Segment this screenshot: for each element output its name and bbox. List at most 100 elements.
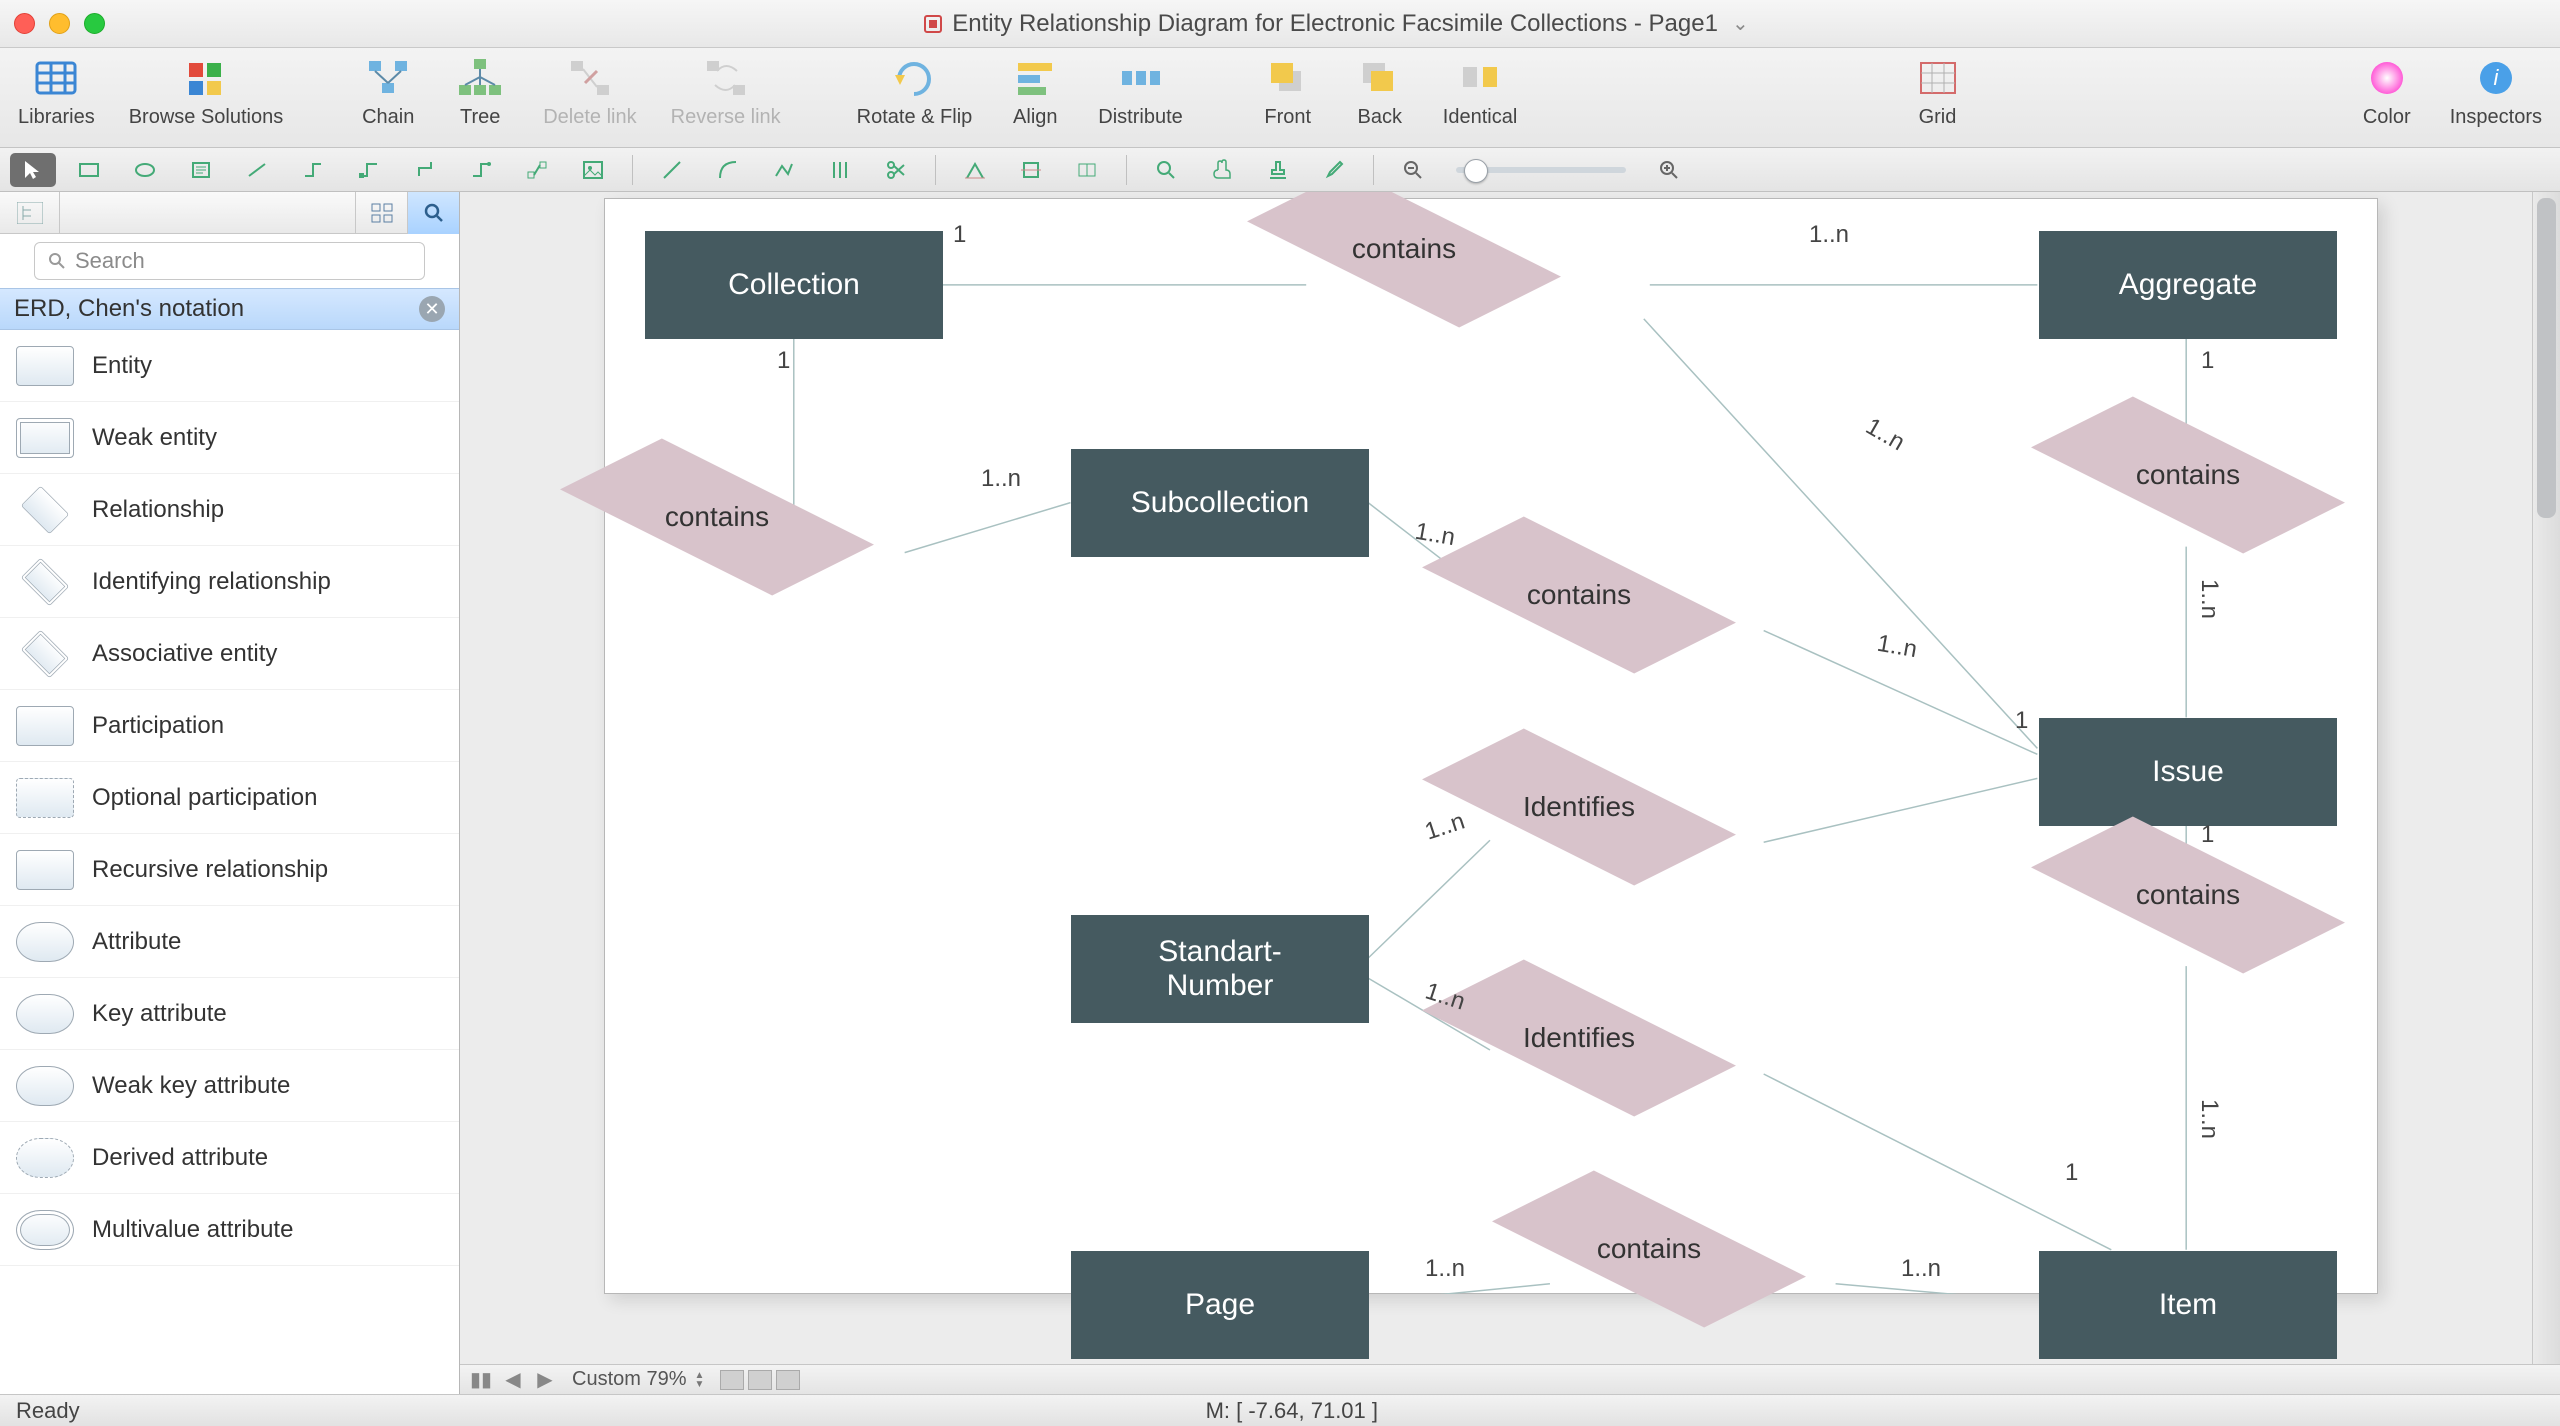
distribute-button[interactable]: Distribute [1090, 54, 1190, 131]
library-item-label: Multivalue attribute [92, 1216, 293, 1244]
library-item[interactable]: Weak key attribute [0, 1050, 459, 1122]
cardinality-label: 1..n [1425, 1255, 1465, 1283]
connector-tool-6[interactable] [514, 153, 560, 187]
library-item[interactable]: Entity [0, 330, 459, 402]
canvas-area: Collection Aggregate Subcollection Issue Sta… [460, 192, 2560, 1394]
rect-tool[interactable] [66, 153, 112, 187]
curve-tool[interactable] [705, 153, 751, 187]
window-titlebar: Entity Relationship Diagram for Electron… [0, 0, 2560, 48]
next-page-button[interactable]: ▶ [534, 1369, 556, 1391]
relationship-label: contains [1444, 549, 1714, 641]
library-item[interactable]: Relationship [0, 474, 459, 546]
entity-collection[interactable]: Collection [645, 231, 943, 339]
library-search-box[interactable]: Search [34, 242, 425, 280]
library-item[interactable]: Associative entity [0, 618, 459, 690]
identical-button[interactable]: Identical [1435, 54, 1526, 131]
relationship-r6[interactable]: contains [2113, 859, 2263, 931]
library-item[interactable]: Attribute [0, 906, 459, 978]
grid-view-button[interactable] [355, 192, 407, 234]
library-item[interactable]: Key attribute [0, 978, 459, 1050]
connector-tool-4[interactable] [402, 153, 448, 187]
layout-thumbs[interactable] [720, 1370, 800, 1390]
grid-button[interactable]: Grid [1901, 54, 1975, 131]
relationship-r3[interactable]: contains [1504, 559, 1654, 631]
eyedropper-tool[interactable] [1311, 153, 1357, 187]
entity-issue[interactable]: Issue [2039, 718, 2337, 826]
entity-subcollection[interactable]: Subcollection [1071, 449, 1369, 557]
line-tool[interactable] [649, 153, 695, 187]
search-view-button[interactable] [407, 192, 459, 234]
front-label: Front [1264, 106, 1311, 129]
library-item[interactable]: Identifying relationship [0, 546, 459, 618]
zoom-out-button[interactable] [1390, 153, 1436, 187]
snap-tool-3[interactable] [1064, 153, 1110, 187]
chain-button[interactable]: Chain [351, 54, 425, 131]
library-item[interactable]: Multivalue attribute [0, 1194, 459, 1266]
libraries-button[interactable]: Libraries [10, 54, 103, 131]
text-tool[interactable] [178, 153, 224, 187]
title-dropdown-icon[interactable]: ⌄ [1732, 11, 1749, 36]
scissors-tool[interactable] [873, 153, 919, 187]
polyline-tool[interactable] [761, 153, 807, 187]
relationship-r5[interactable]: Identifies [1504, 771, 1654, 843]
color-button[interactable]: Color [2350, 54, 2424, 131]
reverse-link-button[interactable]: Reverse link [663, 54, 789, 131]
align-button[interactable]: Align [998, 54, 1072, 131]
relationship-r7[interactable]: Identifies [1504, 1002, 1654, 1074]
connector-tool-3[interactable] [346, 153, 392, 187]
connector-tool-1[interactable] [234, 153, 280, 187]
relationship-label: Identifies [1444, 992, 1714, 1084]
relationship-r8[interactable]: contains [1574, 1213, 1724, 1285]
back-button[interactable]: Back [1343, 54, 1417, 131]
browse-solutions-button[interactable]: Browse Solutions [121, 54, 292, 131]
distribute-h-tool[interactable] [817, 153, 863, 187]
library-item[interactable]: Participation [0, 690, 459, 762]
canvas-scroll[interactable]: Collection Aggregate Subcollection Issue Sta… [460, 192, 2560, 1364]
category-close-button[interactable]: ✕ [419, 296, 445, 322]
ellipse-tool[interactable] [122, 153, 168, 187]
insert-image-tool[interactable] [570, 153, 616, 187]
panel-tree-toggle[interactable] [0, 192, 60, 233]
library-item[interactable]: Recursive relationship [0, 834, 459, 906]
page[interactable]: Collection Aggregate Subcollection Issue Sta… [604, 198, 2378, 1294]
library-item[interactable]: Optional participation [0, 762, 459, 834]
rotate-flip-button[interactable]: Rotate & Flip [849, 54, 981, 131]
shapes-toolbar [0, 148, 2560, 192]
library-item[interactable]: Derived attribute [0, 1122, 459, 1194]
vertical-scrollbar[interactable] [2532, 192, 2560, 1364]
pause-icon[interactable]: ▮▮ [470, 1369, 492, 1391]
zoom-slider[interactable] [1456, 167, 1626, 173]
entity-aggregate[interactable]: Aggregate [2039, 231, 2337, 339]
library-item-label: Weak key attribute [92, 1072, 290, 1100]
library-category[interactable]: ERD, Chen's notation ✕ [0, 288, 459, 330]
prev-page-button[interactable]: ◀ [502, 1369, 524, 1391]
zoom-in-button[interactable] [1646, 153, 1692, 187]
zoom-tool[interactable] [1143, 153, 1189, 187]
entity-item[interactable]: Item [2039, 1251, 2337, 1359]
inspectors-button[interactable]: i Inspectors [2442, 54, 2550, 131]
entity-standart[interactable]: Standart- Number [1071, 915, 1369, 1023]
entity-page[interactable]: Page [1071, 1251, 1369, 1359]
minimize-window-button[interactable] [49, 13, 70, 34]
shape-thumb-icon [16, 1210, 74, 1250]
stamp-tool[interactable] [1255, 153, 1301, 187]
relationship-r4[interactable]: contains [2113, 439, 2263, 511]
snap-tool-1[interactable] [952, 153, 998, 187]
shape-thumb-icon [16, 1066, 74, 1106]
library-item[interactable]: Weak entity [0, 402, 459, 474]
tree-button[interactable]: Tree [443, 54, 517, 131]
shape-thumb-icon [16, 418, 74, 458]
pointer-tool[interactable] [10, 153, 56, 187]
relationship-r2[interactable]: contains [642, 481, 792, 553]
close-window-button[interactable] [14, 13, 35, 34]
zoom-stepper[interactable]: ▲▼ [695, 1371, 705, 1389]
connector-tool-2[interactable] [290, 153, 336, 187]
zoom-window-button[interactable] [84, 13, 105, 34]
delete-link-button[interactable]: Delete link [535, 54, 644, 131]
library-filter-input[interactable] [60, 192, 355, 233]
snap-tool-2[interactable] [1008, 153, 1054, 187]
front-button[interactable]: Front [1251, 54, 1325, 131]
connector-tool-5[interactable] [458, 153, 504, 187]
relationship-r1[interactable]: contains [1329, 213, 1479, 285]
pan-tool[interactable] [1199, 153, 1245, 187]
